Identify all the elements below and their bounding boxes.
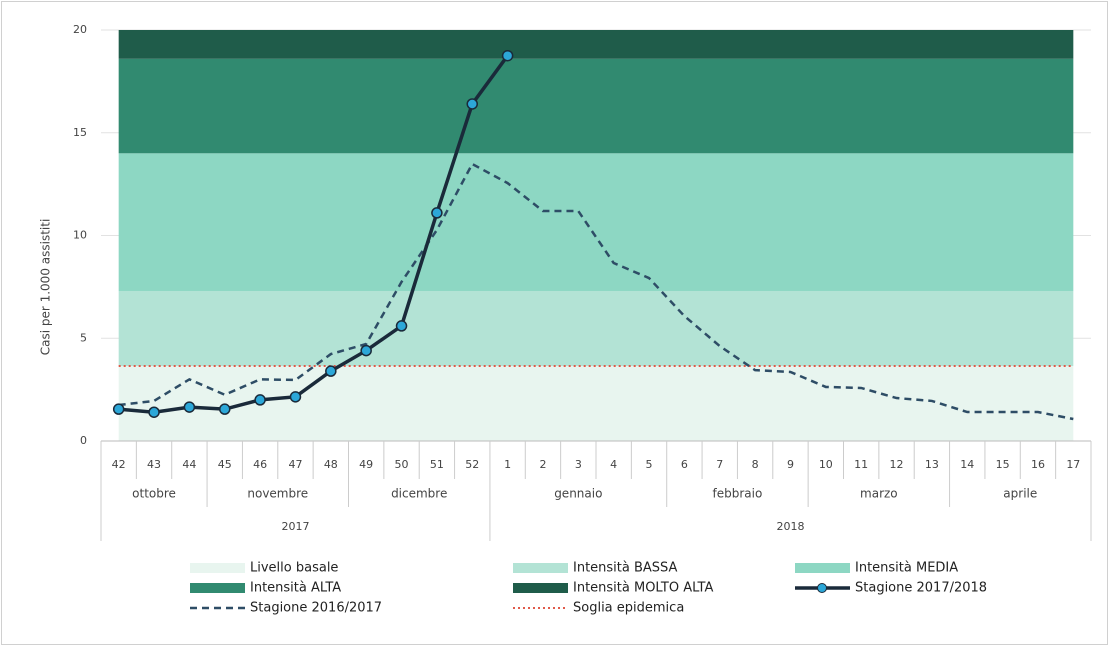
x-tick-label: 9 <box>787 458 794 471</box>
y-tick-label: 10 <box>73 229 87 242</box>
legend-label: Intensità ALTA <box>250 581 341 596</box>
x-tick-label: 15 <box>996 458 1010 471</box>
y-tick-label: 20 <box>73 23 87 36</box>
x-tick-label: 48 <box>324 458 338 471</box>
series-line <box>118 54 510 414</box>
legend-label: Stagione 2017/2018 <box>855 581 987 596</box>
month-label: marzo <box>860 487 898 501</box>
month-label: dicembre <box>391 487 447 501</box>
legend-swatch <box>795 563 850 573</box>
x-tick-label: 17 <box>1066 458 1080 471</box>
x-tick-label: 1 <box>504 458 511 471</box>
x-tick-label: 11 <box>854 458 868 471</box>
x-tick-label: 13 <box>925 458 939 471</box>
data-point <box>289 391 302 403</box>
legend-label: Soglia epidemica <box>573 601 684 616</box>
x-tick-label: 8 <box>752 458 759 471</box>
y-tick-label: 15 <box>73 126 87 139</box>
year-label: 2018 <box>776 520 804 533</box>
data-point <box>466 98 478 110</box>
data-point <box>431 207 443 219</box>
data-point <box>254 394 266 406</box>
x-tick-label: 46 <box>253 458 267 471</box>
month-label: gennaio <box>554 487 602 501</box>
data-point <box>395 320 408 332</box>
x-tick-label: 43 <box>147 458 161 471</box>
intensity-band <box>118 30 1074 59</box>
data-point <box>501 49 514 62</box>
data-point <box>112 403 125 415</box>
data-point <box>148 406 160 418</box>
data-point <box>360 344 372 357</box>
x-tick-label: 47 <box>288 458 302 471</box>
year-label: 2017 <box>281 520 309 533</box>
month-label: febbraio <box>713 487 763 501</box>
x-tick-label: 52 <box>465 458 479 471</box>
legend-label: Intensità MOLTO ALTA <box>573 581 713 596</box>
y-axis-label: Casi per 1.000 assistiti <box>39 219 53 356</box>
legend-swatch <box>190 563 245 573</box>
x-tick-label: 3 <box>575 458 582 471</box>
x-tick-label: 4 <box>610 458 617 471</box>
x-tick-label: 10 <box>819 458 833 471</box>
month-label: ottobre <box>132 487 176 501</box>
intensity-band <box>118 58 1074 154</box>
month-label: novembre <box>247 487 308 501</box>
x-tick-label: 42 <box>112 458 126 471</box>
x-tick-label: 12 <box>890 458 904 471</box>
legend-label: Intensità BASSA <box>573 561 678 576</box>
legend-swatch <box>817 583 827 593</box>
y-tick-label: 5 <box>80 331 87 344</box>
legend-swatch <box>513 563 568 573</box>
legend-label: Livello basale <box>250 561 338 576</box>
y-tick-label: 0 <box>80 434 87 447</box>
legend-swatch <box>190 583 245 593</box>
x-tick-label: 44 <box>182 458 196 471</box>
data-point <box>325 365 337 377</box>
x-tick-label: 6 <box>681 458 688 471</box>
data-point <box>183 401 196 413</box>
x-tick-label: 50 <box>395 458 409 471</box>
x-tick-label: 7 <box>716 458 723 471</box>
x-tick-label: 2 <box>539 458 546 471</box>
series-line <box>118 162 1074 421</box>
x-tick-label: 49 <box>359 458 373 471</box>
x-tick-label: 16 <box>1031 458 1045 471</box>
legend-label: Stagione 2016/2017 <box>250 601 382 616</box>
x-tick-label: 5 <box>646 458 653 471</box>
x-tick-label: 45 <box>218 458 232 471</box>
intensity-band <box>118 290 1074 366</box>
x-tick-label: 51 <box>430 458 444 471</box>
data-point <box>219 403 231 415</box>
intensity-band <box>118 153 1074 291</box>
month-label: aprile <box>1003 487 1037 501</box>
legend-label: Intensità MEDIA <box>855 561 958 576</box>
x-tick-label: 14 <box>960 458 974 471</box>
legend-swatch <box>513 583 568 593</box>
